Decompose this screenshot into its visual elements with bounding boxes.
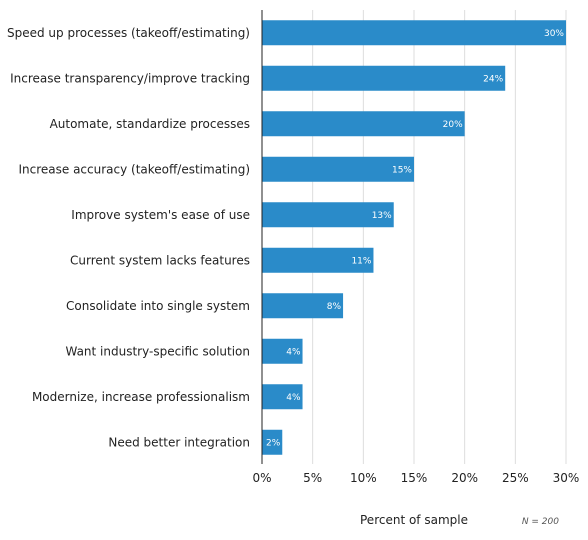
category-label-9: Need better integration — [108, 435, 250, 449]
category-label-0: Speed up processes (takeoff/estimating) — [7, 26, 250, 40]
bar-value-label-2: 20% — [443, 120, 463, 130]
bar-0 — [262, 20, 566, 46]
bar-value-label-1: 24% — [483, 74, 503, 84]
bar-9 — [262, 429, 283, 455]
bar-value-label-7: 4% — [286, 347, 301, 357]
bar-value-label-8: 4% — [286, 393, 301, 403]
bar-6 — [262, 293, 344, 319]
bar-value-label-3: 15% — [392, 165, 412, 175]
x-tick-label-0: 0% — [252, 471, 271, 485]
x-tick-label-5: 5% — [303, 471, 322, 485]
bar-2 — [262, 111, 465, 137]
x-axis-title: Percent of sample — [360, 513, 468, 527]
bar-4 — [262, 202, 394, 228]
bar-value-label-9: 2% — [266, 438, 281, 448]
bar-7 — [262, 338, 303, 364]
bar-8 — [262, 384, 303, 410]
bar-value-label-4: 13% — [372, 211, 392, 221]
category-label-6: Consolidate into single system — [66, 299, 250, 313]
bar-3 — [262, 156, 414, 182]
bar-5 — [262, 247, 374, 273]
category-label-8: Modernize, increase professionalism — [32, 390, 250, 404]
x-tick-label-30: 30% — [553, 471, 580, 485]
x-tick-label-15: 15% — [401, 471, 428, 485]
x-tick-label-10: 10% — [350, 471, 377, 485]
category-label-5: Current system lacks features — [70, 253, 250, 267]
category-label-7: Want industry-specific solution — [65, 344, 250, 358]
x-axis-ticks: 0% 5% 10% 15% 20% 25% 30% — [252, 471, 579, 485]
category-label-4: Improve system's ease of use — [71, 208, 250, 222]
sample-size-note: N = 200 — [522, 517, 559, 527]
bar-1 — [262, 65, 506, 91]
category-label-3: Increase accuracy (takeoff/estimating) — [18, 162, 250, 176]
bars: 30% 24% 20% 15% 13% 11% 8% 4% 4% 2% — [262, 20, 566, 455]
x-tick-label-20: 20% — [451, 471, 478, 485]
bar-value-label-6: 8% — [327, 302, 342, 312]
category-labels: Speed up processes (takeoff/estimating) I… — [7, 26, 250, 450]
bar-value-label-5: 11% — [351, 256, 371, 266]
bar-value-label-0: 30% — [544, 29, 564, 39]
category-label-2: Automate, standardize processes — [50, 117, 250, 131]
x-tick-label-25: 25% — [502, 471, 529, 485]
category-label-1: Increase transparency/improve tracking — [10, 71, 250, 85]
